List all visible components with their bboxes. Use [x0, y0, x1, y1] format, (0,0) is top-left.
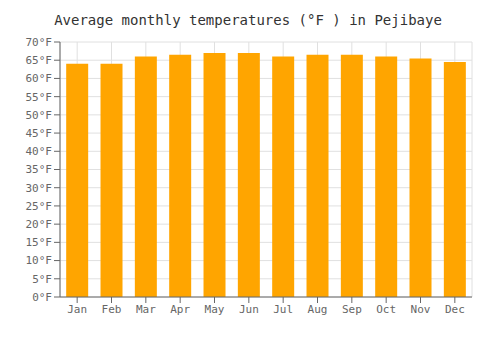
svg-text:55°F: 55°F: [26, 91, 53, 104]
svg-text:Dec: Dec: [445, 303, 465, 316]
svg-text:Mar: Mar: [136, 303, 156, 316]
svg-text:10°F: 10°F: [26, 254, 53, 267]
svg-text:Apr: Apr: [170, 303, 190, 316]
svg-text:60°F: 60°F: [26, 72, 53, 85]
svg-text:30°F: 30°F: [26, 182, 53, 195]
svg-text:0°F: 0°F: [32, 291, 52, 304]
svg-text:Jan: Jan: [67, 303, 87, 316]
svg-text:5°F: 5°F: [32, 273, 52, 286]
svg-text:Sep: Sep: [342, 303, 362, 316]
svg-text:25°F: 25°F: [26, 200, 53, 213]
html-text:Average monthly temperatures (: Average monthly temperatures (°F ) in Pe…: [54, 12, 442, 28]
svg-text:45°F: 45°F: [26, 127, 53, 140]
svg-text:40°F: 40°F: [26, 145, 53, 158]
svg-text:Jul: Jul: [273, 303, 293, 316]
svg-text:Jun: Jun: [239, 303, 259, 316]
svg-text:15°F: 15°F: [26, 236, 53, 249]
svg-text:Aug: Aug: [308, 303, 328, 316]
svg-text:35°F: 35°F: [26, 163, 53, 176]
svg-text:65°F: 65°F: [26, 54, 53, 67]
svg-text:Feb: Feb: [102, 303, 122, 316]
svg-text:Oct: Oct: [376, 303, 396, 316]
svg-text:70°F: 70°F: [26, 36, 53, 49]
svg-text:Nov: Nov: [411, 303, 431, 316]
svg-text:20°F: 20°F: [26, 218, 53, 231]
svg-text:May: May: [205, 303, 225, 316]
svg-text:50°F: 50°F: [26, 109, 53, 122]
